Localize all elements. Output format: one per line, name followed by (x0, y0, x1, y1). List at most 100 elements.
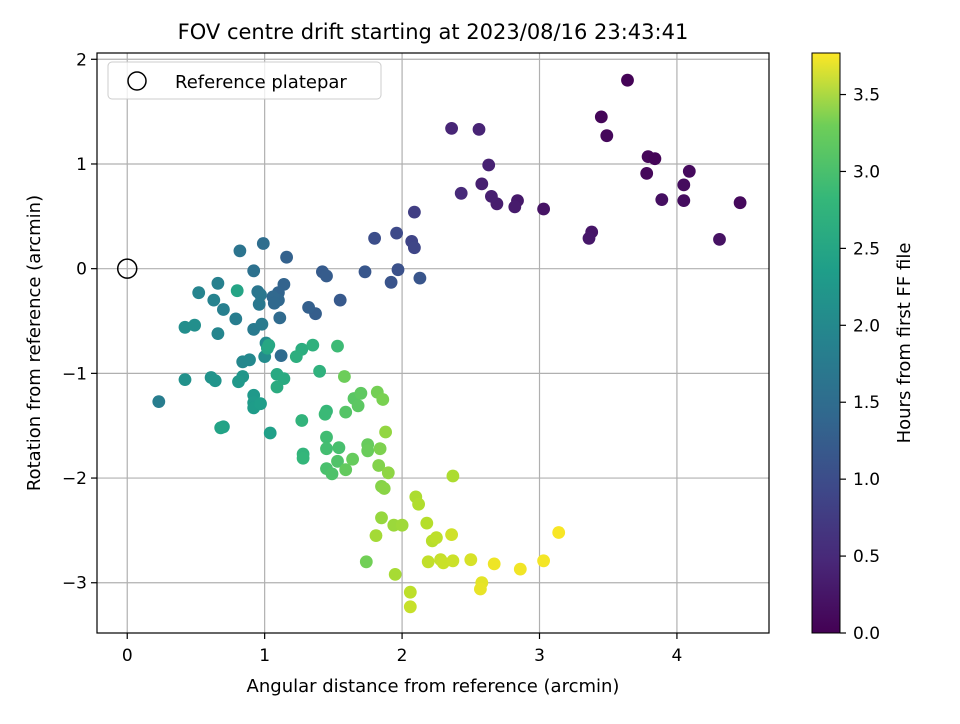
scatter-point (446, 469, 460, 483)
y-tick-label: 2 (76, 50, 87, 70)
x-axis-ticks: 0 1 2 3 4 (122, 633, 682, 666)
scatter-point (594, 110, 608, 124)
legend-entry-reference: Reference platepar (175, 72, 347, 93)
scatter-point (445, 528, 458, 541)
scatter-point (403, 600, 417, 614)
scatter-point (582, 231, 596, 245)
scatter-point (420, 516, 434, 530)
scatter-point (508, 200, 522, 214)
scatter-point (273, 311, 287, 325)
scatter-point (217, 303, 230, 316)
scatter-point (211, 276, 225, 290)
colorbar-label: Hours from first FF file (894, 243, 915, 444)
reference-platepar-marker (116, 258, 138, 279)
scatter-point (369, 529, 383, 542)
data-points (152, 73, 747, 614)
y-tick-label: −3 (62, 574, 87, 594)
scatter-point (375, 511, 388, 525)
scatter-point (648, 152, 662, 166)
colorbar-gradient (811, 52, 841, 634)
colorbar-tick-label: 2.0 (853, 316, 880, 336)
scatter-point (408, 241, 421, 255)
scatter-point (361, 444, 375, 458)
colorbar-tick-label: 0.5 (853, 547, 880, 567)
scatter-point (359, 555, 373, 569)
colorbar-tick-label: 0.0 (853, 624, 880, 644)
chart-title: FOV centre drift starting at 2023/08/16 … (178, 20, 689, 44)
reference-marker (116, 258, 138, 279)
scatter-point (188, 318, 202, 332)
scatter-point (472, 122, 486, 136)
y-tick-label: 0 (76, 260, 87, 280)
scatter-point (302, 301, 315, 314)
x-tick-label: 3 (534, 646, 545, 666)
scatter-point (339, 405, 353, 419)
y-tick-label: −2 (62, 469, 87, 489)
scatter-point (713, 233, 726, 246)
scatter-point (379, 425, 392, 439)
scatter-point (229, 312, 243, 326)
scatter-point (358, 265, 372, 279)
scatter-point (390, 226, 403, 240)
scatter-point (475, 177, 489, 191)
scatter-point (368, 231, 381, 245)
scatter-point (677, 178, 691, 192)
scatter-point (289, 350, 303, 363)
scatter-point (254, 397, 267, 411)
scatter-point (192, 286, 206, 300)
scatter-point (232, 375, 245, 389)
scatter-point (412, 497, 425, 511)
scatter-point (274, 349, 288, 362)
scatter-point (430, 531, 443, 545)
scatter-point (655, 193, 669, 207)
scatter-point (391, 263, 405, 277)
colorbar-tick-label: 2.5 (853, 239, 880, 259)
scatter-point (377, 482, 391, 495)
scatter-point (211, 327, 225, 340)
scatter-point (600, 129, 614, 143)
scatter-point (487, 557, 501, 571)
scatter-point (388, 568, 402, 581)
scatter-point (332, 441, 346, 455)
scatter-point (331, 339, 344, 353)
y-axis-ticks: −3 −2 −1 0 1 2 (62, 50, 97, 594)
scatter-point (354, 386, 368, 400)
scatter-point (351, 399, 365, 413)
scatter-point (178, 373, 192, 386)
scatter-point (474, 582, 487, 596)
colorbar-tick-label: 3.0 (853, 162, 880, 182)
scatter-point (267, 296, 281, 310)
scatter-point (395, 518, 409, 532)
colorbar-tick-label: 1.5 (853, 393, 880, 413)
scatter-point (331, 454, 344, 468)
scatter-point (537, 554, 550, 568)
colorbar: 0.0 0.5 1.0 1.5 2.0 2.5 3.0 3.5 Hours from firs… (811, 52, 915, 644)
colorbar-ticks: 0.0 0.5 1.0 1.5 2.0 2.5 3.0 3.5 (840, 86, 880, 644)
scatter-point (537, 202, 550, 216)
scatter-point (552, 526, 566, 539)
x-tick-label: 2 (397, 646, 408, 666)
x-tick-label: 0 (122, 646, 133, 666)
y-axis-label: Rotation from reference (arcmin) (24, 195, 45, 491)
legend-marker-reference (127, 71, 147, 91)
x-axis-label: Angular distance from reference (arcmin) (247, 676, 620, 697)
scatter-point (339, 463, 353, 477)
colorbar-tick-label: 1.0 (853, 470, 880, 490)
scatter-point (346, 452, 359, 466)
scatter-point (376, 393, 390, 406)
scatter-point (446, 554, 460, 568)
scatter-point (454, 186, 468, 200)
scatter-point (230, 284, 244, 298)
scatter-point (333, 293, 347, 307)
scatter-point (255, 317, 269, 331)
scatter-point (256, 237, 270, 250)
colorbar-tick-label: 3.5 (853, 86, 880, 106)
scatter-point (263, 426, 277, 440)
scatter-point (621, 73, 634, 87)
scatter-point (381, 466, 395, 480)
scatter-point (178, 320, 192, 334)
scatter-point (247, 264, 261, 278)
scatter-point (373, 442, 387, 456)
